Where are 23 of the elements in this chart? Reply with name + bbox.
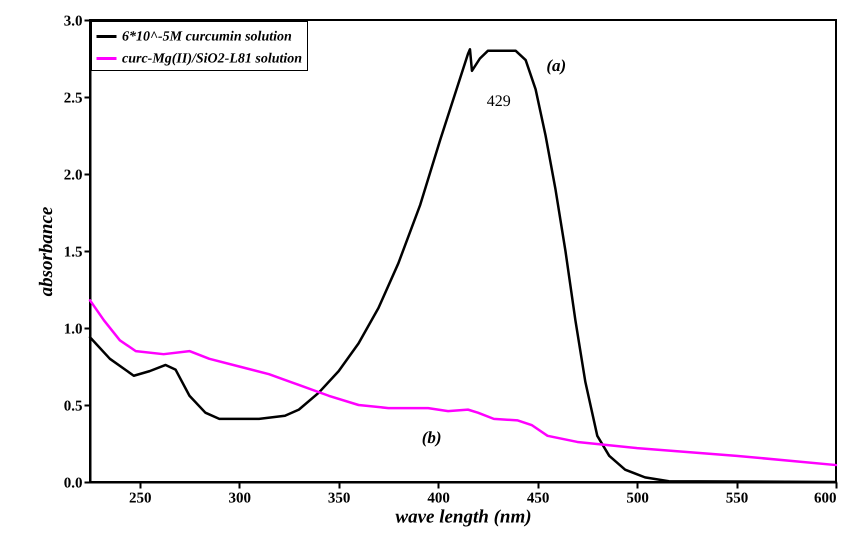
y-tick-label: 2.5 (64, 90, 82, 106)
x-tick-label: 250 (128, 490, 152, 506)
x-tick-label: 350 (328, 490, 350, 506)
y-tick-label: 1.5 (64, 244, 82, 260)
legend-label: curc-Mg(II)/SiO2-L81 solution (122, 52, 302, 66)
y-axis-title: absorbance (36, 206, 57, 296)
annotation: (b) (422, 428, 442, 448)
x-tick-label: 400 (427, 490, 450, 506)
x-tick-label: 450 (526, 490, 550, 506)
x-axis-title: wave length (nm) (395, 506, 532, 528)
y-tick-label: 0.5 (64, 398, 82, 414)
x-tick-label: 300 (228, 490, 251, 506)
annotation: 429 (486, 92, 511, 110)
legend-label: 6*10^-5M curcumin solution (122, 30, 292, 44)
x-tick-label: 500 (626, 490, 649, 506)
x-tick-label: 550 (726, 490, 748, 506)
y-tick-label: 1.0 (64, 322, 82, 338)
annotation: (a) (546, 56, 566, 76)
x-tick-label: 600 (814, 490, 836, 506)
y-tick-label: 0.0 (64, 476, 82, 492)
y-tick-label: 2.0 (64, 168, 82, 184)
y-tick-label: 3.0 (64, 14, 82, 30)
line-series (88, 299, 838, 466)
